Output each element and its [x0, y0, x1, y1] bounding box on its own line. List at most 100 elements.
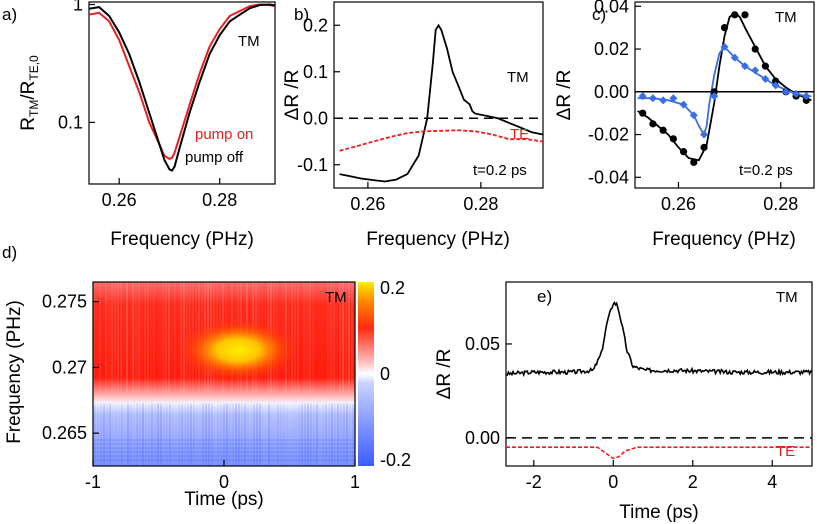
- heatmap-streak: [136, 403, 138, 466]
- heatmap-streak: [166, 403, 168, 466]
- panel-c-ytick-label: -0.04: [588, 167, 629, 187]
- panel-c-frame: [634, 1, 815, 189]
- heatmap-streak: [330, 282, 332, 393]
- heatmap-streak: [127, 403, 129, 466]
- panel-c-point-black: [772, 77, 780, 85]
- panel-c-point-blue: [740, 62, 749, 71]
- heatmap-streak: [117, 282, 119, 393]
- panel-e-series-TM: [506, 301, 812, 378]
- heatmap-streak: [244, 403, 246, 466]
- panel-d-chart: -1 0 1 0.275 0.27 0.265 TM 0.2 0 -0.2 Time (ps)…: [4, 278, 411, 510]
- heatmap-streak: [135, 282, 137, 393]
- heatmap-streak: [111, 282, 113, 393]
- heatmap-streak: [175, 403, 177, 466]
- heatmap-streak: [301, 403, 303, 466]
- heatmap-streak: [120, 282, 122, 393]
- heatmap-streak: [211, 403, 213, 466]
- panel-c-point-blue: [792, 89, 801, 98]
- heatmap-streak: [177, 282, 179, 392]
- heatmap-streak: [259, 403, 261, 466]
- panel-d-ylabel: Frequency (PHz): [4, 300, 25, 444]
- heatmap-streak: [349, 403, 351, 466]
- colorbar-tick-label: 0: [380, 364, 390, 384]
- panel-e-chart: -2 0 2 4 0.05 0.00 TM TE Time (ps) ΔR /R: [434, 281, 813, 523]
- panel-a-tm-label: TM: [238, 33, 260, 50]
- panel-e-tm-label: TM: [776, 289, 798, 306]
- heatmap-streak: [309, 282, 311, 393]
- panel-b-chart: 0.26 0.28 0.2 0.1 0.0 -0.1 TM TE t=0.2 ps Fre…: [282, 1, 544, 250]
- heatmap-streak: [220, 403, 222, 466]
- heatmap-streak: [193, 403, 195, 466]
- panel-c-label: c): [592, 5, 606, 24]
- heatmap-streak: [319, 403, 321, 466]
- heatmap-streak: [154, 403, 156, 466]
- heatmap-streak: [250, 403, 252, 466]
- heatmap-streak: [156, 282, 158, 392]
- heatmap-streak: [328, 403, 330, 466]
- panel-b-ylabel: ΔR /R: [282, 70, 303, 121]
- panel-b-series-TM: [339, 23, 543, 183]
- heatmap-streak: [145, 403, 147, 466]
- heatmap-streak: [139, 403, 141, 466]
- heatmap-streak: [313, 403, 315, 466]
- heatmap-streak: [321, 282, 323, 392]
- colorbar-tick-label: 0.2: [380, 278, 405, 298]
- heatmap-streak: [106, 403, 108, 466]
- panel-a-frame: [88, 1, 276, 185]
- panel-c-point-black: [802, 96, 810, 104]
- heatmap-streak: [315, 282, 317, 392]
- panel-b-label: b): [294, 5, 309, 24]
- panel-c-point-black: [731, 11, 739, 19]
- heatmap-streak: [94, 403, 96, 466]
- panel-a-ytick-label: 0.1: [58, 112, 83, 132]
- panel-e-te-label: TE: [776, 443, 795, 460]
- heatmap-streak: [138, 282, 140, 393]
- panel-c-point-black: [679, 148, 688, 156]
- panel-b-series-TE: [339, 129, 543, 152]
- heatmap-streak: [165, 282, 167, 393]
- panel-c-chart: 0.26 0.28 0.04 0.02 0.00 -0.02 -0.04 TM t=0.2 …: [554, 0, 815, 250]
- heatmap-streak: [114, 282, 116, 393]
- colorbar-tick-label: -0.2: [380, 450, 411, 470]
- heatmap-streak: [132, 282, 134, 393]
- panel-c-xtick-label: 0.28: [763, 194, 798, 214]
- heatmap-streak: [115, 403, 117, 466]
- panel-a-xtick-label: 0.28: [202, 190, 237, 210]
- panel-b-xtick-label: 0.26: [350, 194, 385, 214]
- heatmap-streak: [196, 403, 198, 466]
- panel-c-xtick-label: 0.26: [661, 194, 696, 214]
- heatmap-streak: [102, 282, 104, 392]
- heatmap-streak: [118, 403, 120, 466]
- heatmap-streak: [348, 282, 350, 393]
- heatmap-hotspot: [176, 318, 300, 382]
- heatmap-streak: [334, 403, 336, 466]
- panel-b-xlabel: Frequency (PHz): [366, 229, 510, 250]
- heatmap-streak: [310, 403, 312, 466]
- colorbar: [358, 282, 374, 466]
- heatmap-streak: [100, 403, 102, 466]
- heatmap-streak: [159, 282, 161, 393]
- panel-c-time-label: t=0.2 ps: [739, 162, 793, 179]
- panel-c-point-blue: [700, 130, 709, 139]
- heatmap-streak: [280, 403, 282, 466]
- heatmap-streak: [199, 403, 201, 466]
- heatmap-streak: [340, 403, 342, 466]
- panel-c-tm-label: TM: [775, 9, 797, 26]
- panel-c-point-black: [659, 126, 667, 134]
- heatmap-streak: [333, 282, 335, 393]
- heatmap-streak: [351, 282, 353, 393]
- heatmap-streak: [235, 403, 237, 466]
- heatmap-streak: [298, 403, 300, 466]
- heatmap-streak: [169, 403, 171, 466]
- panel-a-chart: 0.26 0.28 1 0.1 TM pump on pump off Frequen…: [18, 0, 276, 250]
- heatmap-streak: [307, 403, 309, 466]
- heatmap-streak: [190, 403, 192, 466]
- heatmap-streak: [123, 282, 125, 392]
- panel-b-ytick-label: 0.2: [303, 15, 328, 35]
- heatmap-streak: [181, 403, 183, 466]
- panel-c-point-blue: [730, 53, 739, 62]
- heatmap-streak: [286, 403, 288, 466]
- heatmap-streak: [121, 403, 123, 466]
- panel-a-xlabel: Frequency (PHz): [110, 229, 254, 250]
